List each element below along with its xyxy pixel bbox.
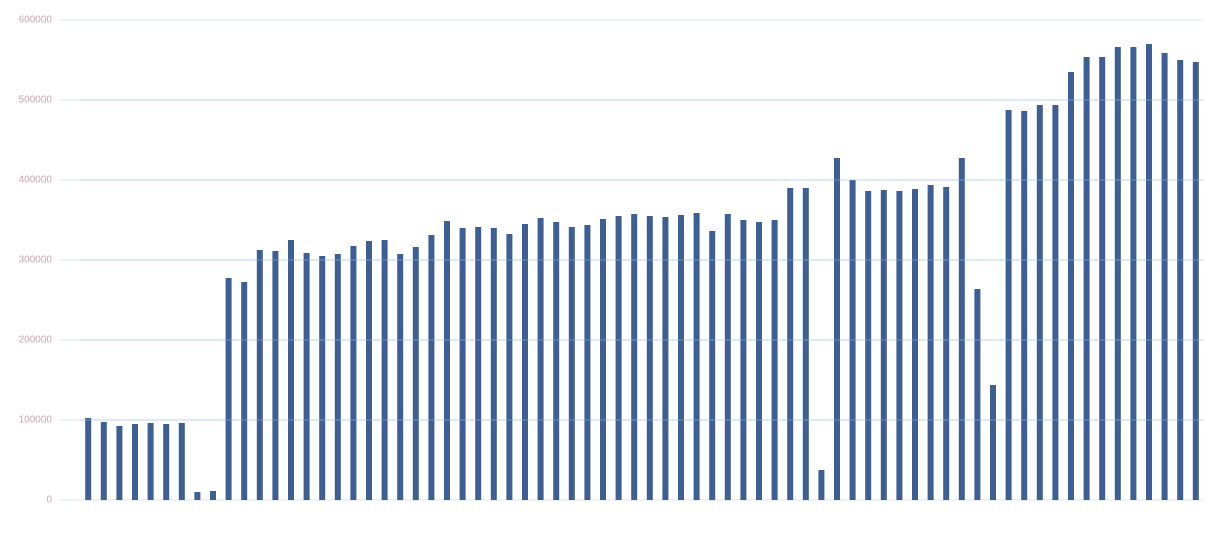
bar <box>943 187 950 500</box>
bar <box>506 234 513 500</box>
bar <box>1177 60 1184 500</box>
bar <box>225 278 232 500</box>
bar <box>568 227 575 500</box>
bar <box>1192 62 1199 500</box>
bar <box>1146 44 1152 500</box>
bar <box>163 424 170 500</box>
bar <box>678 215 684 500</box>
bar <box>100 422 107 500</box>
bar <box>740 220 747 500</box>
y-tick-label: 0 <box>46 495 52 506</box>
bar <box>974 289 981 500</box>
y-tick-label: 600000 <box>19 15 53 26</box>
bar <box>958 158 965 500</box>
bar <box>584 225 591 500</box>
bar <box>1130 47 1137 500</box>
bar <box>880 190 887 500</box>
bar <box>1036 105 1043 500</box>
bar <box>724 214 731 500</box>
bar <box>194 492 201 500</box>
bar <box>319 256 326 500</box>
bar <box>865 191 872 500</box>
bar <box>646 216 653 500</box>
bar <box>662 217 669 500</box>
bar <box>787 188 794 500</box>
bar <box>553 222 560 500</box>
y-tick-label: 300000 <box>19 255 53 266</box>
bar <box>490 228 497 500</box>
bar <box>896 191 903 500</box>
bar <box>1083 57 1090 500</box>
bar <box>334 254 341 500</box>
bar <box>771 220 778 500</box>
bar <box>272 251 279 500</box>
bar <box>428 235 435 500</box>
bar <box>615 216 622 500</box>
bar <box>600 219 606 500</box>
bar <box>444 221 450 500</box>
bar <box>631 214 638 500</box>
bar <box>366 241 372 500</box>
bar <box>1052 105 1059 500</box>
bar <box>85 418 92 500</box>
y-tick-label: 100000 <box>19 415 53 426</box>
y-tick-label: 400000 <box>19 175 53 186</box>
bar <box>1114 47 1121 500</box>
bar <box>1161 53 1168 500</box>
bar <box>537 218 544 500</box>
bar <box>1005 110 1012 500</box>
bar <box>412 247 419 500</box>
bar <box>990 385 996 500</box>
bar <box>288 240 294 500</box>
bar <box>709 231 716 500</box>
bar <box>522 224 528 500</box>
bar <box>397 254 404 500</box>
bar <box>381 240 388 500</box>
bar <box>693 213 700 500</box>
bar <box>241 282 248 500</box>
bar <box>802 188 809 500</box>
bar <box>927 185 934 500</box>
bar <box>147 423 154 500</box>
bar <box>1068 72 1074 500</box>
y-tick-label: 200000 <box>19 335 53 346</box>
bar <box>178 423 185 500</box>
y-tick-label: 500000 <box>19 95 53 106</box>
bar <box>756 222 762 500</box>
bar <box>459 228 466 500</box>
bar <box>210 491 216 500</box>
bar <box>912 189 918 500</box>
bar <box>475 227 482 500</box>
bar <box>818 470 825 500</box>
bar <box>116 426 123 500</box>
bar <box>256 250 263 500</box>
bar <box>834 158 840 500</box>
bar <box>1099 57 1106 500</box>
bar <box>1021 111 1028 500</box>
bar <box>303 253 310 500</box>
bar <box>132 424 138 500</box>
bar <box>350 246 357 500</box>
